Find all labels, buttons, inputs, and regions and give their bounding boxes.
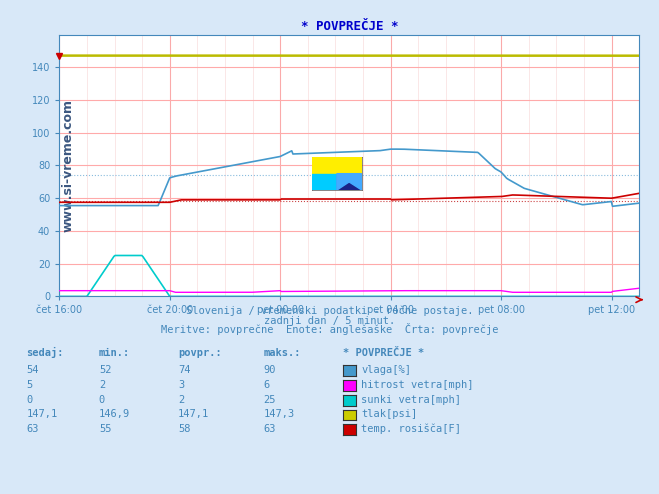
Text: 0: 0 <box>26 395 32 405</box>
Text: 52: 52 <box>99 365 111 375</box>
Text: 90: 90 <box>264 365 276 375</box>
Text: vlaga[%]: vlaga[%] <box>361 365 411 375</box>
Text: * POVPREČJE *: * POVPREČJE * <box>343 348 424 358</box>
Text: 2: 2 <box>99 380 105 390</box>
Text: temp. rosišča[F]: temp. rosišča[F] <box>361 424 461 434</box>
Text: Meritve: povprečne  Enote: anglešaške  Črta: povprečje: Meritve: povprečne Enote: anglešaške Črt… <box>161 324 498 335</box>
Text: 6: 6 <box>264 380 270 390</box>
Text: zadnji dan / 5 minut.: zadnji dan / 5 minut. <box>264 316 395 326</box>
Text: 63: 63 <box>264 424 276 434</box>
Text: hitrost vetra[mph]: hitrost vetra[mph] <box>361 380 474 390</box>
Text: 3: 3 <box>178 380 184 390</box>
Text: 74: 74 <box>178 365 190 375</box>
Text: 5: 5 <box>26 380 32 390</box>
Text: 0: 0 <box>99 395 105 405</box>
Text: 63: 63 <box>26 424 39 434</box>
Text: 147,1: 147,1 <box>178 410 209 419</box>
Text: 2: 2 <box>178 395 184 405</box>
Text: maks.:: maks.: <box>264 348 301 358</box>
Text: 147,3: 147,3 <box>264 410 295 419</box>
Text: 146,9: 146,9 <box>99 410 130 419</box>
Title: * POVPREČJE *: * POVPREČJE * <box>301 20 398 34</box>
Text: sedaj:: sedaj: <box>26 347 64 358</box>
Text: tlak[psi]: tlak[psi] <box>361 410 417 419</box>
Text: 55: 55 <box>99 424 111 434</box>
Text: sunki vetra[mph]: sunki vetra[mph] <box>361 395 461 405</box>
Text: www.si-vreme.com: www.si-vreme.com <box>61 99 74 232</box>
Text: 58: 58 <box>178 424 190 434</box>
Text: povpr.:: povpr.: <box>178 348 221 358</box>
Text: Slovenija / vremenski podatki - ročne postaje.: Slovenija / vremenski podatki - ročne po… <box>186 305 473 316</box>
Text: 54: 54 <box>26 365 39 375</box>
Text: min.:: min.: <box>99 348 130 358</box>
Text: 25: 25 <box>264 395 276 405</box>
Text: 147,1: 147,1 <box>26 410 57 419</box>
